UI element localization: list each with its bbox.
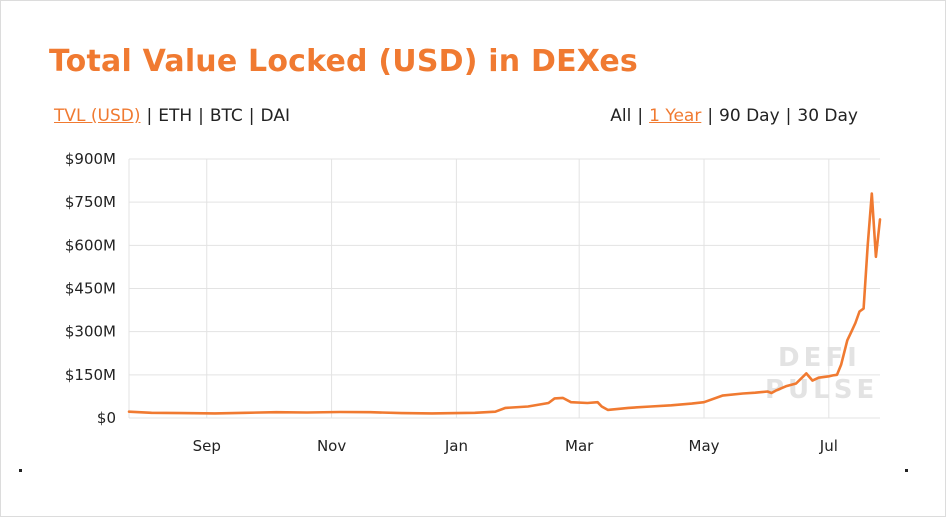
separator: | — [707, 106, 714, 126]
asset-option-btc[interactable]: BTC — [209, 106, 243, 126]
range-option-all[interactable]: All — [610, 106, 632, 126]
y-tick-label: $600M — [65, 236, 116, 254]
range-option-1-year[interactable]: 1 Year — [649, 106, 702, 126]
watermark-line-1: DEFI — [778, 343, 861, 373]
x-tick-label: Jul — [819, 437, 838, 455]
x-tick-label: Jan — [444, 437, 468, 455]
watermark: DEFI PULSE — [765, 343, 878, 405]
separator: | — [248, 106, 255, 126]
asset-option-tvl-usd[interactable]: TVL (USD) — [54, 106, 141, 126]
corner-mark-right — [905, 469, 908, 472]
separator: | — [785, 106, 792, 126]
range-option-90-day[interactable]: 90 Day — [719, 106, 780, 126]
separator: | — [637, 106, 644, 126]
x-tick-label: Nov — [317, 437, 346, 455]
asset-option-dai[interactable]: DAI — [260, 106, 290, 126]
x-tick-label: May — [689, 437, 720, 455]
y-axis: $0 $150M $300M $450M $600M $750M $900M — [65, 150, 116, 427]
chart-title: Total Value Locked (USD) in DEXes — [49, 44, 638, 79]
range-selector: All | 1 Year | 90 Day | 30 Day — [610, 106, 858, 126]
y-tick-label: $300M — [65, 323, 116, 341]
y-tick-label: $900M — [65, 150, 116, 168]
y-tick-label: $750M — [65, 193, 116, 211]
x-tick-label: Sep — [193, 437, 221, 455]
series — [127, 192, 882, 415]
x-axis: Sep Nov Jan Mar May Jul — [193, 437, 838, 455]
x-tick-label: Mar — [565, 437, 594, 455]
range-option-30-day[interactable]: 30 Day — [797, 106, 858, 126]
grid — [128, 158, 880, 419]
separator: | — [146, 106, 153, 126]
y-tick-label: $450M — [65, 280, 116, 298]
asset-option-eth[interactable]: ETH — [158, 106, 193, 126]
asset-selector: TVL (USD) | ETH | BTC | DAI — [54, 106, 290, 126]
y-tick-label: $150M — [65, 366, 116, 384]
watermark-line-2: PULSE — [765, 375, 878, 405]
y-tick-label: $0 — [97, 409, 116, 427]
tvl-series-line — [127, 192, 882, 415]
separator: | — [198, 106, 204, 126]
corner-mark-left — [19, 469, 22, 472]
